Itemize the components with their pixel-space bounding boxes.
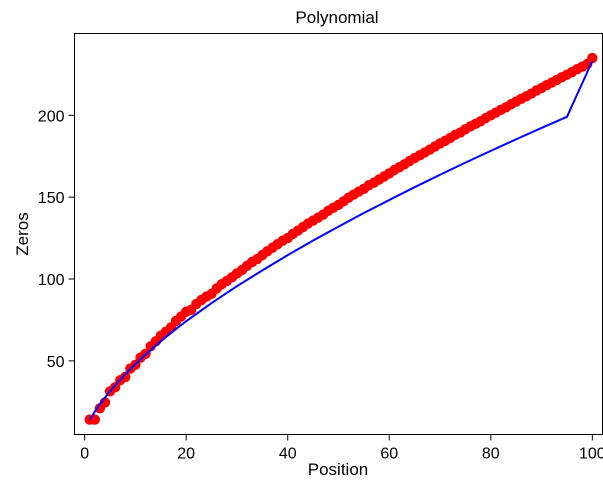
x-tick-label: 60 bbox=[380, 446, 398, 463]
x-tick-label: 100 bbox=[579, 446, 603, 463]
data-points bbox=[84, 52, 598, 425]
y-tick-label: 50 bbox=[47, 354, 65, 371]
data-point bbox=[587, 52, 598, 64]
x-tick-label: 40 bbox=[279, 446, 297, 463]
x-tick-label: 20 bbox=[177, 446, 195, 463]
x-axis: 0 20 40 60 80 100 bbox=[80, 434, 603, 463]
x-tick-label: 80 bbox=[482, 446, 500, 463]
y-axis: 50 100 150 200 bbox=[38, 108, 75, 371]
data-point bbox=[109, 382, 121, 393]
data-point bbox=[120, 371, 131, 383]
x-axis-label: Position bbox=[308, 460, 368, 479]
x-tick-label: 0 bbox=[80, 446, 89, 463]
y-axis-label: Zeros bbox=[13, 212, 32, 255]
fit-line bbox=[88, 60, 594, 421]
fit-line-layer bbox=[88, 60, 594, 421]
y-tick-label: 100 bbox=[38, 272, 65, 289]
y-tick-label: 200 bbox=[38, 108, 65, 125]
chart-title: Polynomial bbox=[295, 8, 378, 27]
y-tick-label: 150 bbox=[38, 190, 65, 207]
